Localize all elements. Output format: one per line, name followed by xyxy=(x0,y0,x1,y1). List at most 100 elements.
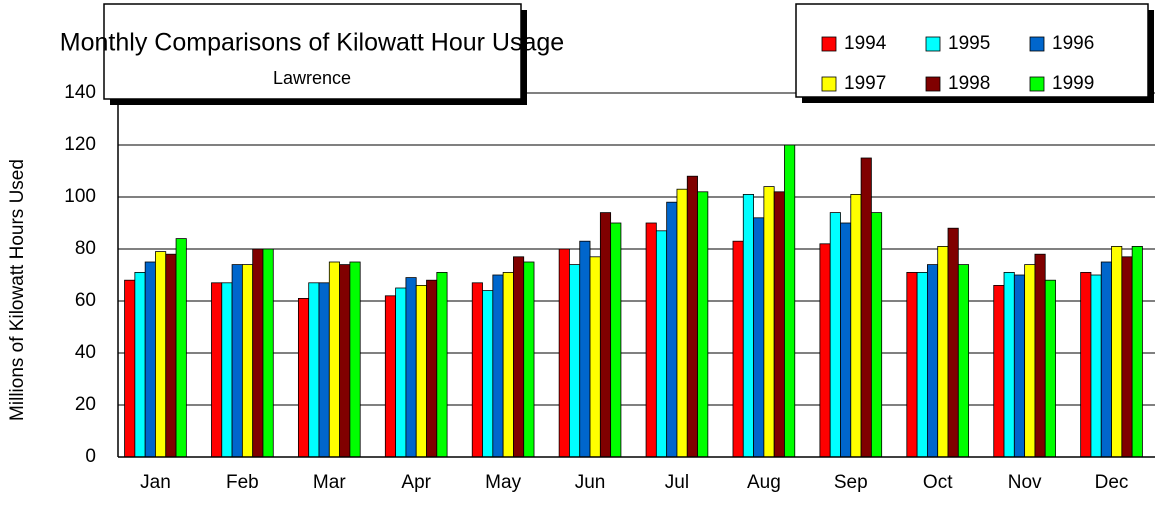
legend-label: 1994 xyxy=(844,33,887,54)
bar xyxy=(1003,271,1015,458)
bar xyxy=(753,217,765,458)
bar xyxy=(155,251,167,458)
bar xyxy=(850,193,862,458)
bar xyxy=(231,264,243,458)
bar xyxy=(339,264,351,458)
bar xyxy=(732,240,744,458)
bar xyxy=(144,261,156,458)
bar xyxy=(1044,279,1056,458)
bar xyxy=(415,284,427,458)
x-tick-label: Jun xyxy=(575,472,606,493)
legend-label: 1995 xyxy=(948,33,990,54)
y-tick-label: 60 xyxy=(75,290,96,311)
bar xyxy=(1111,245,1123,458)
bar xyxy=(773,191,785,458)
bar xyxy=(937,245,949,458)
bar xyxy=(436,271,448,458)
legend-swatch xyxy=(925,76,941,92)
legend-label: 1996 xyxy=(1052,33,1094,54)
bar xyxy=(252,248,264,458)
bar xyxy=(1013,274,1026,458)
legend-box xyxy=(795,3,1149,98)
bar xyxy=(784,144,796,458)
x-tick-label: Jul xyxy=(665,472,689,493)
bar xyxy=(1131,245,1143,458)
bar xyxy=(610,222,622,458)
legend-swatch xyxy=(821,76,837,92)
bar xyxy=(645,222,657,458)
bar xyxy=(221,282,233,458)
bar xyxy=(947,227,959,458)
bar xyxy=(262,248,274,458)
x-tick-label: Oct xyxy=(923,472,953,493)
bar xyxy=(523,261,535,458)
bar xyxy=(916,271,928,458)
x-tick-label: Dec xyxy=(1095,472,1129,493)
x-tick-label: Mar xyxy=(313,472,346,493)
legend-swatch xyxy=(821,36,837,52)
bar xyxy=(297,297,310,458)
x-tick-label: Jan xyxy=(140,472,171,493)
bar xyxy=(328,261,340,458)
bar xyxy=(993,284,1005,458)
bar xyxy=(384,295,397,458)
bar xyxy=(211,282,223,458)
bar xyxy=(676,188,688,458)
legend-label: 1998 xyxy=(948,73,990,94)
bar xyxy=(1024,264,1036,458)
bar xyxy=(426,279,438,458)
bar xyxy=(492,274,504,458)
chart-subtitle: Lawrence xyxy=(273,68,351,88)
bar xyxy=(927,264,939,458)
bar xyxy=(686,175,698,458)
bar xyxy=(906,271,918,458)
bar xyxy=(1100,261,1112,458)
title-box xyxy=(103,3,522,100)
x-tick-label: Sep xyxy=(834,472,868,493)
bar xyxy=(165,253,177,458)
bar xyxy=(241,264,254,458)
bar xyxy=(957,264,970,458)
y-tick-label: 0 xyxy=(85,446,96,467)
bar xyxy=(308,282,320,458)
bar xyxy=(558,248,570,458)
bar xyxy=(819,243,831,458)
bar xyxy=(1090,274,1102,458)
legend-label: 1997 xyxy=(844,73,886,94)
legend-swatch xyxy=(1029,76,1045,92)
chart-title: Monthly Comparisons of Kilowatt Hour Usa… xyxy=(60,29,564,57)
bar xyxy=(1034,253,1046,458)
bar xyxy=(124,279,136,458)
y-tick-label: 120 xyxy=(64,134,96,155)
x-tick-label: May xyxy=(485,472,521,493)
bar xyxy=(395,287,407,458)
x-tick-label: Feb xyxy=(226,472,259,493)
y-tick-label: 20 xyxy=(75,394,96,415)
bar xyxy=(860,157,872,458)
y-tick-label: 140 xyxy=(64,82,96,103)
legend-swatch xyxy=(925,36,941,52)
bar xyxy=(502,271,514,458)
bar xyxy=(405,277,417,458)
bar xyxy=(666,201,678,458)
x-tick-label: Nov xyxy=(1008,472,1042,493)
y-tick-label: 40 xyxy=(75,342,96,363)
bar xyxy=(697,191,709,458)
bar xyxy=(599,212,612,458)
bar xyxy=(1080,271,1092,458)
bar xyxy=(579,240,591,458)
bar xyxy=(870,212,883,458)
x-tick-label: Apr xyxy=(401,472,431,493)
bar xyxy=(349,261,361,458)
bar xyxy=(318,282,330,458)
bar xyxy=(134,271,146,458)
bar xyxy=(840,222,852,458)
bar xyxy=(471,282,483,458)
bar xyxy=(513,256,525,458)
bar xyxy=(482,290,494,458)
bar xyxy=(589,256,601,458)
bar xyxy=(569,264,581,458)
bar xyxy=(742,193,754,458)
y-tick-label: 80 xyxy=(75,238,96,259)
